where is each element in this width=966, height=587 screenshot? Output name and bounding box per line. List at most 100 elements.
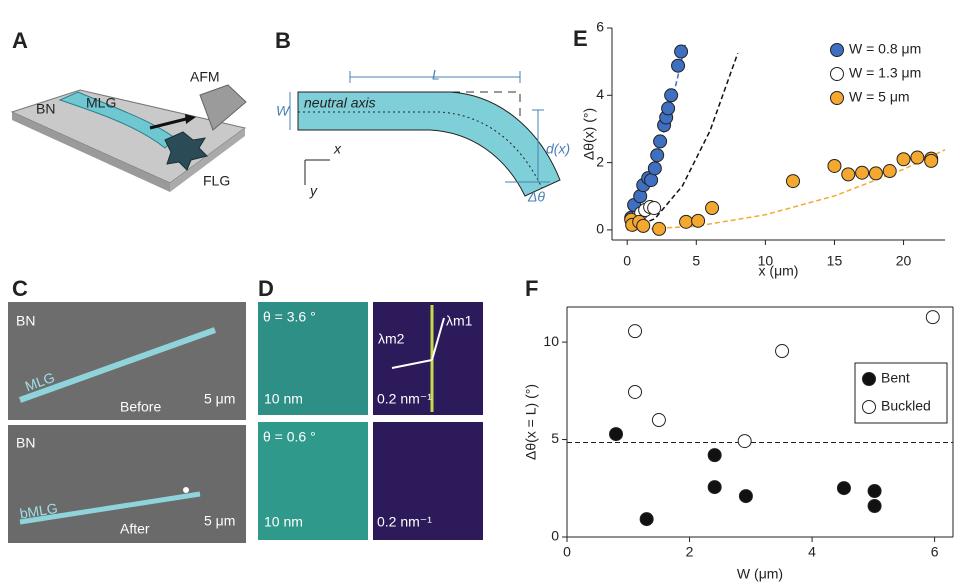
data-point bbox=[647, 201, 662, 216]
label: bMLG bbox=[19, 500, 59, 522]
data-point bbox=[661, 101, 676, 116]
label: Before bbox=[120, 399, 161, 415]
stm-images: θ = 3.6 ° 10 nm λm1 λm2 0.2 nm⁻¹ θ = 0.6… bbox=[258, 302, 483, 540]
data-point bbox=[924, 153, 939, 168]
scale-bar-label: 10 nm bbox=[264, 514, 303, 530]
scale-bar-label: 5 μm bbox=[204, 513, 235, 529]
label: After bbox=[120, 521, 150, 537]
data-point bbox=[679, 214, 694, 229]
label: θ = 0.6 ° bbox=[263, 429, 316, 445]
data-point bbox=[882, 164, 897, 179]
panel-label: E bbox=[573, 26, 588, 51]
device-sketch: BN MLG AFM FLG bbox=[10, 69, 247, 192]
data-point bbox=[647, 161, 662, 176]
label: L bbox=[432, 67, 440, 83]
legend-label: Buckled bbox=[881, 398, 931, 414]
data-point bbox=[868, 166, 883, 181]
data-point bbox=[705, 201, 720, 216]
legend-label: W = 1.3 μm bbox=[849, 65, 921, 81]
y-tick-label: 0 bbox=[596, 221, 604, 237]
data-point bbox=[644, 173, 659, 188]
legend-marker bbox=[830, 67, 844, 81]
scale-bar-label: 5 μm bbox=[204, 391, 235, 407]
label: AFM bbox=[190, 69, 220, 85]
x-tick-label: 5 bbox=[692, 253, 700, 269]
data-point bbox=[775, 344, 790, 359]
legend-label: W = 0.8 μm bbox=[849, 41, 921, 57]
label: Δθ bbox=[527, 189, 545, 205]
x-tick-label: 2 bbox=[686, 544, 694, 560]
data-point bbox=[867, 499, 882, 514]
panel-label: F bbox=[525, 276, 538, 301]
data-point bbox=[855, 165, 870, 180]
scale-bar-label: 0.2 nm⁻¹ bbox=[377, 514, 432, 530]
data-point bbox=[707, 448, 722, 463]
legend-label: Bent bbox=[881, 370, 910, 386]
x-tick-label: 10 bbox=[758, 253, 774, 269]
x-tick-label: 0 bbox=[563, 544, 571, 560]
data-point bbox=[628, 324, 643, 339]
data-point bbox=[636, 218, 651, 233]
label: λm1 bbox=[446, 313, 473, 329]
data-point bbox=[738, 489, 753, 504]
panel-label: C bbox=[12, 276, 28, 301]
data-point bbox=[609, 427, 624, 442]
data-point bbox=[925, 310, 940, 325]
data-point bbox=[910, 150, 925, 165]
x-axis-label: W (μm) bbox=[737, 566, 783, 582]
y-tick-label: 10 bbox=[543, 333, 559, 349]
data-point bbox=[664, 88, 679, 103]
label: FLG bbox=[203, 173, 230, 189]
legend-marker bbox=[862, 372, 876, 386]
legend-marker bbox=[830, 91, 844, 105]
x-tick-label: 6 bbox=[931, 544, 939, 560]
label: BN bbox=[16, 313, 35, 329]
x-axis-label: x (μm) bbox=[759, 263, 799, 279]
beam-sketch: L W neutral axis x y d(x) Δθ bbox=[276, 67, 570, 205]
legend-marker bbox=[862, 400, 876, 414]
data-point bbox=[674, 44, 689, 59]
label: x bbox=[333, 141, 342, 157]
panel-label: A bbox=[12, 28, 28, 53]
y-axis-label: Δθ(x = L) (°) bbox=[523, 384, 539, 460]
data-point bbox=[841, 167, 856, 182]
y-tick-label: 6 bbox=[596, 19, 604, 35]
data-point bbox=[650, 148, 665, 163]
data-point bbox=[691, 213, 706, 228]
x-tick-label: 0 bbox=[623, 253, 631, 269]
label: BN bbox=[16, 435, 35, 451]
data-point bbox=[867, 484, 882, 498]
label: W bbox=[276, 103, 291, 119]
data-point bbox=[707, 480, 722, 495]
legend-marker bbox=[830, 43, 844, 57]
y-tick-label: 2 bbox=[596, 153, 604, 169]
scale-bar-label: 0.2 nm⁻¹ bbox=[377, 391, 432, 407]
data-point bbox=[639, 512, 654, 527]
data-point bbox=[786, 174, 801, 189]
data-point bbox=[836, 481, 851, 496]
data-point bbox=[896, 152, 911, 167]
label: λm2 bbox=[378, 331, 405, 347]
data-point bbox=[652, 221, 667, 236]
label: d(x) bbox=[546, 141, 570, 157]
data-point bbox=[671, 58, 686, 73]
x-tick-label: 20 bbox=[896, 253, 912, 269]
legend-label: W = 5 μm bbox=[849, 89, 910, 105]
label: θ = 3.6 ° bbox=[263, 309, 316, 325]
data-point bbox=[651, 413, 666, 428]
label: y bbox=[309, 183, 318, 199]
panel-label: D bbox=[258, 276, 274, 301]
y-tick-label: 5 bbox=[551, 430, 559, 446]
y-tick-label: 4 bbox=[596, 86, 604, 102]
scale-bar-label: 10 nm bbox=[264, 391, 303, 407]
data-point bbox=[737, 434, 752, 449]
y-tick-label: 0 bbox=[551, 528, 559, 544]
data-point bbox=[653, 134, 668, 149]
data-point bbox=[827, 158, 842, 173]
label: BN bbox=[36, 101, 55, 117]
data-point bbox=[628, 384, 643, 399]
label: neutral axis bbox=[304, 95, 376, 111]
x-tick-label: 15 bbox=[827, 253, 843, 269]
sem-images: BN MLG Before 5 μm BN bMLG After 5 μm bbox=[8, 302, 246, 543]
